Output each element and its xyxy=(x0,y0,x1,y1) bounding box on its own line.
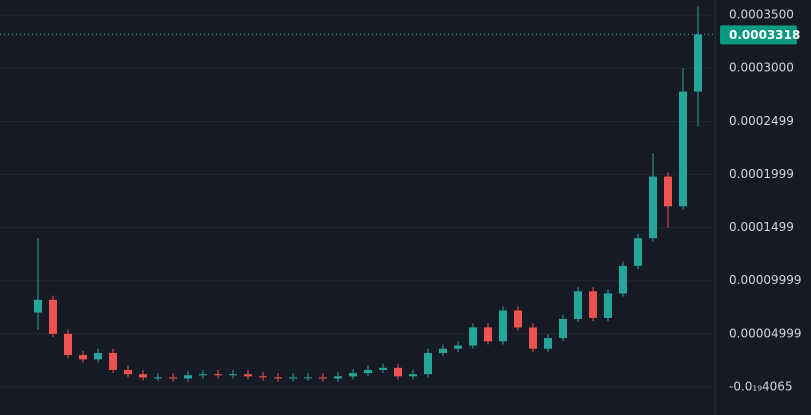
candle-body xyxy=(499,310,507,342)
candle-body xyxy=(229,374,237,376)
candle-body xyxy=(244,374,252,377)
grid xyxy=(0,14,715,388)
candle-body xyxy=(439,348,447,353)
y-tick-label: 0.00004999 xyxy=(729,326,802,340)
candle-body xyxy=(34,299,42,313)
y-tick-label: 0.0003500 xyxy=(729,8,794,22)
y-tick-label: 0.0003000 xyxy=(729,61,794,75)
candle-body xyxy=(394,367,402,377)
candle-body xyxy=(184,375,192,379)
candle-body xyxy=(334,376,342,379)
candle-body xyxy=(139,374,147,378)
y-tick-label: 0.0001999 xyxy=(729,167,794,181)
candle-body xyxy=(274,377,282,379)
candle-body xyxy=(364,369,372,374)
candle-body xyxy=(649,176,657,239)
y-axis: 0.0003500 0.0003000 0.0002499 0.0001999 0.00… xyxy=(720,8,802,393)
y-tick-label: 0.00009999 xyxy=(729,273,802,287)
y-tick-label: 0.0002499 xyxy=(729,114,794,128)
candle-body xyxy=(544,338,552,349)
candle-body xyxy=(199,374,207,376)
candle-body xyxy=(484,327,492,342)
candle-body xyxy=(169,377,177,379)
candle-body xyxy=(49,299,57,334)
candle-body xyxy=(589,291,597,318)
candle-body xyxy=(109,352,117,370)
candle-body xyxy=(634,238,642,266)
candle-body xyxy=(604,293,612,318)
candle-body xyxy=(379,367,387,370)
candle-body xyxy=(154,377,162,379)
candle-body xyxy=(319,377,327,379)
candle-body xyxy=(289,377,297,379)
last-price-box xyxy=(720,25,797,45)
candle-body xyxy=(304,377,312,379)
y-tick-label: -0.0₁₉4065 xyxy=(729,379,793,393)
candle-body xyxy=(454,345,462,349)
candle-body xyxy=(259,376,267,378)
candle-body xyxy=(679,91,687,207)
candle-body xyxy=(559,318,567,339)
candle-body xyxy=(694,34,702,92)
candle-body xyxy=(124,369,132,375)
candle-body xyxy=(619,265,627,294)
candle-body xyxy=(424,352,432,375)
candle-body xyxy=(664,176,672,207)
y-tick-label: 0.0001499 xyxy=(729,220,794,234)
candle-body xyxy=(349,373,357,377)
candles xyxy=(0,6,715,382)
candle-body xyxy=(514,310,522,328)
candle-body xyxy=(409,374,417,377)
candle-body xyxy=(79,355,87,360)
candle-body xyxy=(214,374,222,376)
candle-body xyxy=(574,291,582,319)
last-price-label: 0.0003318 xyxy=(729,28,800,42)
candle-body xyxy=(469,327,477,346)
candle-body xyxy=(94,352,102,360)
candle-body xyxy=(64,333,72,356)
candle-body xyxy=(529,327,537,349)
